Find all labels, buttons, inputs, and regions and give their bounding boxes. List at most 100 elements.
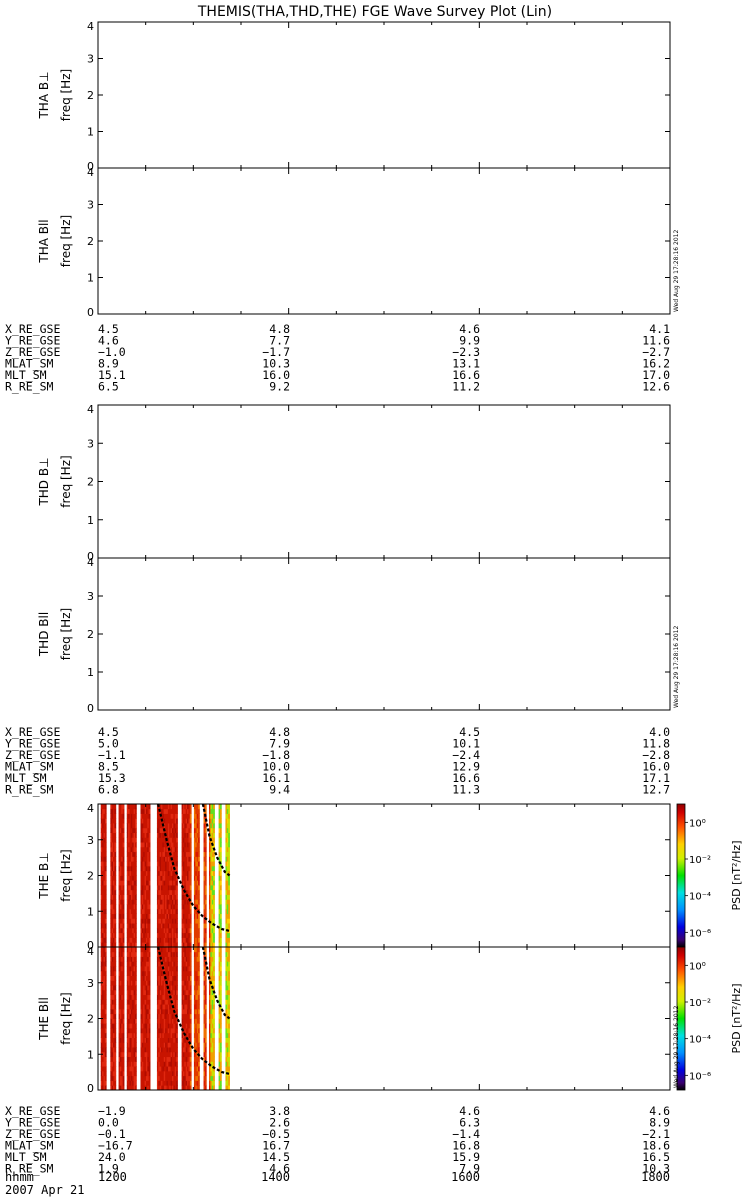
spectrogram-cell [188, 842, 191, 848]
spectrogram-cell [176, 875, 178, 881]
spectrogram-cell [225, 856, 228, 862]
spectrogram-cell [182, 999, 185, 1005]
spectrogram-cell [148, 1080, 151, 1086]
spectrogram-cell [174, 808, 177, 814]
spectrogram-cell [219, 913, 222, 919]
spectrogram-cell [118, 999, 121, 1005]
spectrogram-cell [166, 1032, 169, 1038]
spectrogram-cell [104, 832, 107, 838]
spectrogram-cell [147, 961, 150, 967]
spectrogram-cell [158, 1070, 161, 1077]
spectrogram-cell [126, 870, 129, 876]
spectrogram-cell [228, 1051, 230, 1058]
spectrogram-cell [219, 1085, 222, 1091]
spectrogram-cell [122, 1085, 125, 1091]
spectrogram-cell [102, 1047, 104, 1053]
spectrogram-cell [165, 970, 167, 976]
spectrogram-cell [166, 1085, 169, 1091]
spectrogram-cell [176, 1004, 178, 1010]
spectrogram-cell [196, 861, 199, 867]
spectrogram-cell [163, 918, 166, 924]
spectrogram-cell [182, 937, 185, 943]
spectrogram-cell [130, 880, 133, 886]
spectrogram-cell [148, 851, 151, 857]
spectrogram-cell [133, 1066, 136, 1072]
spectrogram-cell [195, 913, 198, 919]
spectrogram-cell [193, 966, 196, 972]
spectrogram-cell [182, 837, 185, 843]
spectrogram-cell [162, 985, 165, 991]
ephemeris-value: 18.6 [642, 1139, 670, 1153]
spectrogram-cell [148, 1056, 151, 1062]
spectrogram-cell [143, 1023, 145, 1029]
spectrogram-cell [100, 1070, 103, 1077]
spectrogram-cell [173, 1023, 176, 1029]
spectrogram-cell [228, 908, 230, 915]
spectrogram-cell [143, 970, 145, 976]
the-bpar-probe-label: THE Bll [37, 997, 51, 1041]
spectrogram-cell [148, 961, 151, 967]
spectrogram-cell [126, 1075, 129, 1081]
spectrogram-cell [162, 813, 165, 819]
spectrogram-cell [165, 961, 167, 967]
spectrogram-cell [114, 865, 117, 872]
spectrogram-cell [211, 885, 214, 891]
spectrogram-cell [174, 875, 177, 881]
spectrogram-cell [110, 908, 113, 915]
spectrogram-cell [185, 1008, 188, 1015]
spectrogram-cell [114, 1085, 117, 1091]
spectrogram-cell [172, 913, 174, 919]
spectrogram-cell [193, 875, 196, 881]
spectrogram-cell [196, 851, 199, 857]
spectrogram-cell [103, 818, 106, 824]
spectrogram-cell [113, 927, 115, 934]
spectrogram-cell [225, 913, 228, 919]
ephemeris-row-label: MLAT_SM [5, 357, 54, 371]
spectrogram-cell [140, 1042, 143, 1048]
spectrogram-cell [162, 927, 165, 934]
spectrogram-cell [162, 889, 165, 895]
spectrogram-cell [129, 808, 132, 814]
spectrogram-cell [166, 927, 169, 934]
spectrogram-cell [119, 908, 122, 915]
spectrogram-cell [132, 994, 135, 1000]
spectrogram-cell [129, 861, 132, 867]
spectrogram-cell [195, 832, 198, 838]
spectrogram-cell [213, 994, 215, 1000]
spectrogram-cell [100, 1037, 103, 1043]
spectrogram-cell [219, 899, 222, 905]
spectrogram-cell [103, 1051, 106, 1058]
spectrogram-cell [147, 1008, 150, 1015]
spectrogram-cell [170, 1013, 173, 1019]
spectrogram-cell [209, 823, 211, 829]
spectrogram-cell [193, 1051, 196, 1058]
spectrogram-cell [128, 1066, 130, 1072]
spectrogram-cell [145, 989, 148, 996]
spectrogram-cell [165, 966, 167, 972]
spectrogram-cell [210, 1047, 213, 1053]
spectrogram-cell [193, 885, 196, 891]
spectrogram-cell [121, 818, 124, 824]
spectrogram-cell [100, 975, 103, 981]
spectrogram-cell [110, 856, 113, 862]
spectrogram-cell [104, 927, 107, 934]
spectrogram-cell [211, 1013, 214, 1019]
spectrogram-cell [187, 818, 189, 824]
spectrogram-cell [122, 1004, 125, 1010]
spectrogram-cell [195, 1037, 198, 1043]
spectrogram-cell [119, 1004, 122, 1010]
spectrogram-cell [189, 985, 192, 991]
spectrogram-cell [103, 975, 106, 981]
spectrogram-cell [167, 804, 170, 810]
spectrogram-cell [158, 937, 161, 943]
spectrogram-cell [170, 1032, 173, 1038]
spectrogram-cell [114, 1047, 117, 1053]
spectrogram-cell [225, 813, 228, 819]
spectrogram-cell [128, 994, 130, 1000]
spectrogram-cell [141, 932, 144, 938]
spectrogram-cell [195, 1008, 198, 1015]
spectrogram-cell [196, 989, 199, 996]
spectrogram-cell [141, 908, 144, 915]
spectrogram-cell [182, 827, 185, 833]
ephemeris-value: 13.1 [452, 357, 480, 371]
